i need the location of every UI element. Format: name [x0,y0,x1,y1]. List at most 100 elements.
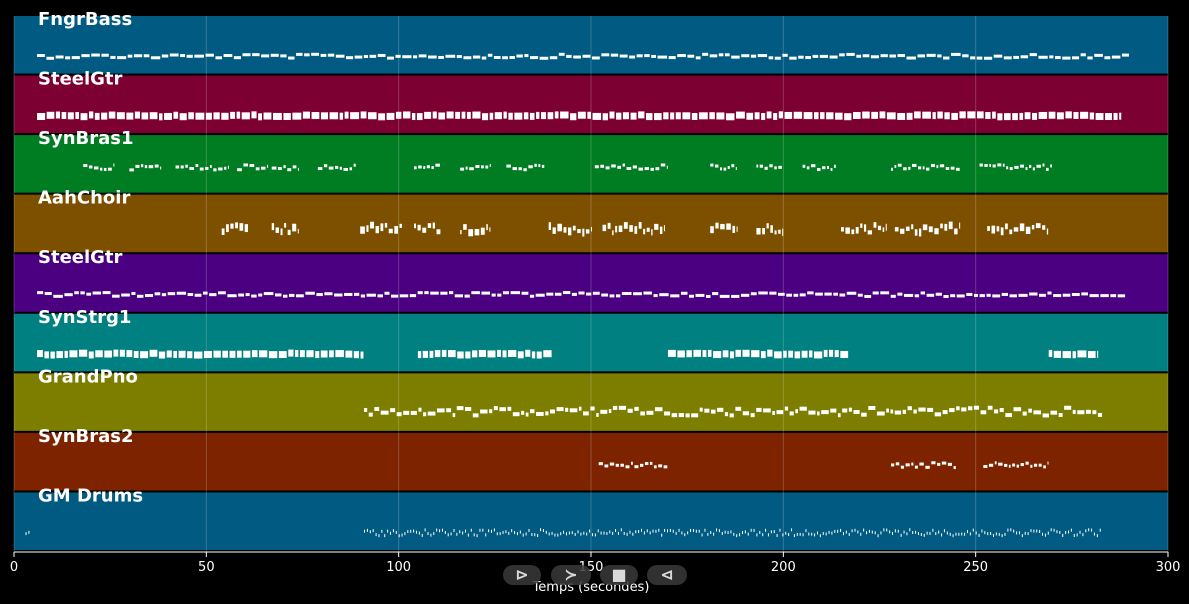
back-button[interactable]: ⊲ [647,565,687,585]
note [1042,225,1046,230]
note [173,111,179,119]
note [94,112,100,120]
note [329,112,339,120]
note [592,112,602,120]
track-band [14,75,1168,134]
note [750,292,757,296]
note [981,529,983,533]
note [299,350,305,358]
note [942,410,948,415]
note [423,412,427,417]
note [914,111,921,119]
note [364,529,366,533]
note [243,163,248,167]
note [437,408,445,413]
note [741,54,750,58]
note [297,167,299,171]
note [494,112,502,120]
note [205,166,209,170]
note [288,293,295,297]
note [1110,294,1117,298]
note [735,166,737,170]
note [900,465,905,469]
note [134,111,140,119]
note [699,407,703,412]
note [871,530,873,534]
note [784,111,793,119]
note [242,53,251,57]
note [1001,292,1008,296]
note [907,406,912,411]
note [691,112,698,120]
note [602,224,607,232]
note [914,229,918,236]
note [747,532,749,536]
note [732,225,736,233]
note [1056,530,1058,534]
note [75,111,79,119]
note [525,412,529,417]
note [37,350,43,358]
note [876,411,885,416]
play-button[interactable]: ⊳ [503,565,541,585]
note [417,224,421,231]
note [88,111,94,119]
note [1007,528,1009,532]
note [550,409,556,414]
forward-button[interactable]: ≻ [551,565,591,585]
stop-button[interactable]: ■ [600,565,638,585]
note [949,532,951,536]
note [1042,532,1044,536]
note [193,351,203,359]
note [1005,223,1008,230]
tracks-group [14,16,1168,550]
note [894,227,899,232]
note [542,529,544,533]
note [718,53,724,57]
note [460,167,465,171]
note [889,54,896,58]
note [663,112,669,120]
note [509,56,515,60]
note [218,291,226,295]
note [943,56,950,60]
note [1004,532,1006,536]
note [979,163,983,167]
note [894,410,902,415]
note [1033,463,1038,467]
note [905,226,910,231]
note [778,229,781,234]
note [366,293,376,297]
note [472,413,479,418]
note [563,291,571,295]
note [897,54,905,58]
note [1062,293,1071,297]
note [37,54,45,58]
note [230,111,236,119]
note [554,533,556,537]
note [472,111,481,119]
note [199,167,204,171]
note [432,222,435,229]
note [446,111,454,119]
note [926,531,928,535]
note [992,294,1001,298]
note [713,351,722,359]
note [127,54,133,58]
note [727,166,730,170]
note [646,410,654,415]
note [651,229,653,236]
note [591,56,600,60]
note [629,530,631,534]
note [508,349,517,357]
note [317,167,323,171]
note [475,165,480,169]
note [663,225,665,232]
note [489,227,491,232]
note [912,531,914,535]
note [773,113,778,121]
note [258,293,263,297]
note [609,530,611,534]
note [226,224,229,233]
